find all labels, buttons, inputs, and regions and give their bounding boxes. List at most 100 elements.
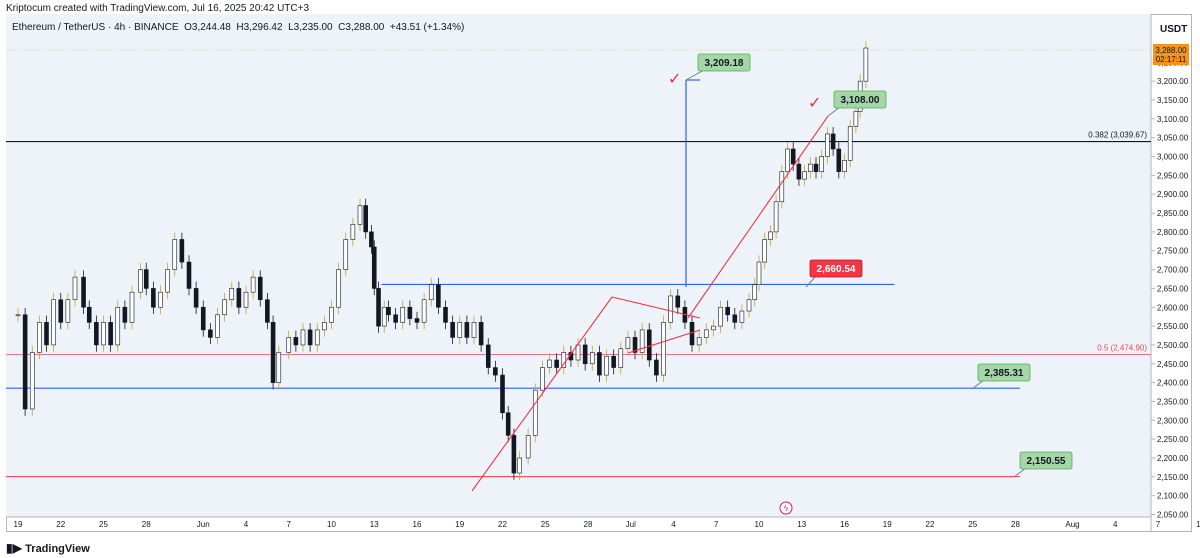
callout-pointer	[1013, 467, 1027, 478]
candle-body	[421, 299, 427, 323]
candle-body	[779, 171, 785, 203]
candle-body	[115, 306, 121, 346]
candle-body	[725, 306, 730, 316]
x-tick-label: 19	[455, 520, 464, 529]
candle-body	[270, 322, 276, 383]
y-tick-label: 3,100.00	[1157, 115, 1189, 124]
candle-body	[369, 231, 374, 248]
candle-body	[762, 239, 768, 263]
y-tick-label: 2,600.00	[1157, 303, 1189, 312]
candle-body	[604, 355, 609, 376]
candle-body	[836, 148, 842, 172]
x-tick-label: 13	[370, 520, 379, 529]
candle-body	[853, 111, 859, 127]
x-tick-label: 10	[755, 520, 764, 529]
candle-body	[51, 299, 56, 346]
candle-body	[746, 299, 752, 312]
candle-body	[179, 239, 185, 263]
candle-body	[718, 306, 723, 327]
candle-body	[229, 288, 235, 301]
callout-pointer	[685, 69, 705, 81]
candle-body	[547, 359, 552, 368]
candle-body	[696, 337, 702, 346]
y-tick-label: 2,100.00	[1157, 492, 1189, 501]
candle-body	[752, 284, 758, 301]
candle-body	[343, 239, 349, 270]
candle-body	[236, 288, 242, 308]
callout-pointer	[805, 275, 817, 288]
currency-label[interactable]: USDT	[1160, 24, 1188, 35]
candle-body	[675, 295, 681, 308]
symbol-label[interactable]: Ethereum / TetherUS · 4h · BINANCE	[12, 22, 179, 33]
candle-body	[471, 322, 477, 338]
candle-body	[819, 156, 825, 172]
x-tick-label: 4	[1113, 520, 1118, 529]
candle-body	[172, 239, 178, 270]
candle-body	[540, 367, 545, 391]
x-tick-label: Jul	[626, 520, 636, 529]
candle-body	[143, 269, 149, 289]
y-tick-label: 2,700.00	[1157, 266, 1189, 275]
x-tick-label: 4	[244, 520, 249, 529]
y-tick-label: 2,800.00	[1157, 228, 1189, 237]
candle-body	[350, 224, 356, 240]
y-tick-label: 3,000.00	[1157, 153, 1189, 162]
candle-body	[29, 352, 35, 410]
candle-body	[44, 322, 49, 346]
x-tick-label: 22	[56, 520, 65, 529]
candle-body	[703, 329, 709, 338]
callout-label: 2,150.55	[1027, 456, 1066, 467]
candle-body	[632, 337, 638, 353]
x-tick-label: 25	[99, 520, 108, 529]
y-tick-label: 2,750.00	[1157, 247, 1189, 256]
candle-body	[582, 344, 588, 365]
triangle-lower-line	[627, 329, 701, 354]
candle-body	[661, 322, 666, 376]
candle-body	[165, 269, 170, 293]
candle-body	[847, 126, 853, 161]
candle-body	[830, 133, 836, 150]
candle-body	[363, 205, 369, 233]
candle-body	[813, 163, 819, 172]
x-tick-label: 10	[1196, 520, 1200, 529]
candle-body	[575, 344, 581, 361]
x-tick-label: 28	[1011, 520, 1020, 529]
trend-line-support	[687, 115, 829, 319]
x-tick-label: 7	[287, 520, 292, 529]
candle-body	[785, 148, 790, 172]
y-tick-label: 2,250.00	[1157, 435, 1189, 444]
y-tick-label: 2,350.00	[1157, 397, 1189, 406]
candle-body	[381, 306, 387, 327]
candle-body	[773, 201, 779, 233]
candle-body	[790, 148, 796, 165]
author-caption: Kriptocum created with TradingView.com, …	[6, 3, 310, 14]
candle-body	[243, 291, 249, 308]
candle-body	[158, 291, 163, 308]
x-tick-label: 4	[671, 520, 676, 529]
callout-box	[833, 90, 887, 109]
x-tick-label: 25	[541, 520, 550, 529]
candle-body	[407, 306, 413, 319]
checkmark-icon: ✓	[668, 69, 681, 88]
candle-body	[386, 306, 391, 316]
candle-body	[72, 276, 78, 301]
plot-area[interactable]	[6, 14, 1151, 517]
y-tick-label: 2,950.00	[1157, 171, 1189, 180]
candle-body	[796, 163, 802, 180]
trend-line-rising	[471, 296, 613, 492]
candle-body	[314, 329, 320, 346]
checkmark-icon: ✓	[808, 93, 821, 112]
candle-body	[129, 291, 135, 323]
candle-body	[186, 261, 192, 289]
candle-body	[554, 359, 559, 368]
candle-body	[37, 322, 42, 353]
candle-body	[215, 314, 220, 338]
candle-body	[400, 306, 406, 323]
x-tick-label: 10	[327, 520, 336, 529]
lightning-icon	[779, 501, 793, 515]
candle-body	[450, 322, 455, 338]
candle-body	[322, 322, 327, 331]
y-tick-label: 2,850.00	[1157, 209, 1189, 218]
candle-body	[81, 276, 86, 308]
